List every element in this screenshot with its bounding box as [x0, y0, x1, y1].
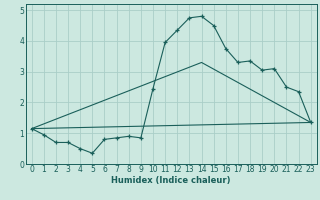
X-axis label: Humidex (Indice chaleur): Humidex (Indice chaleur): [111, 176, 231, 185]
